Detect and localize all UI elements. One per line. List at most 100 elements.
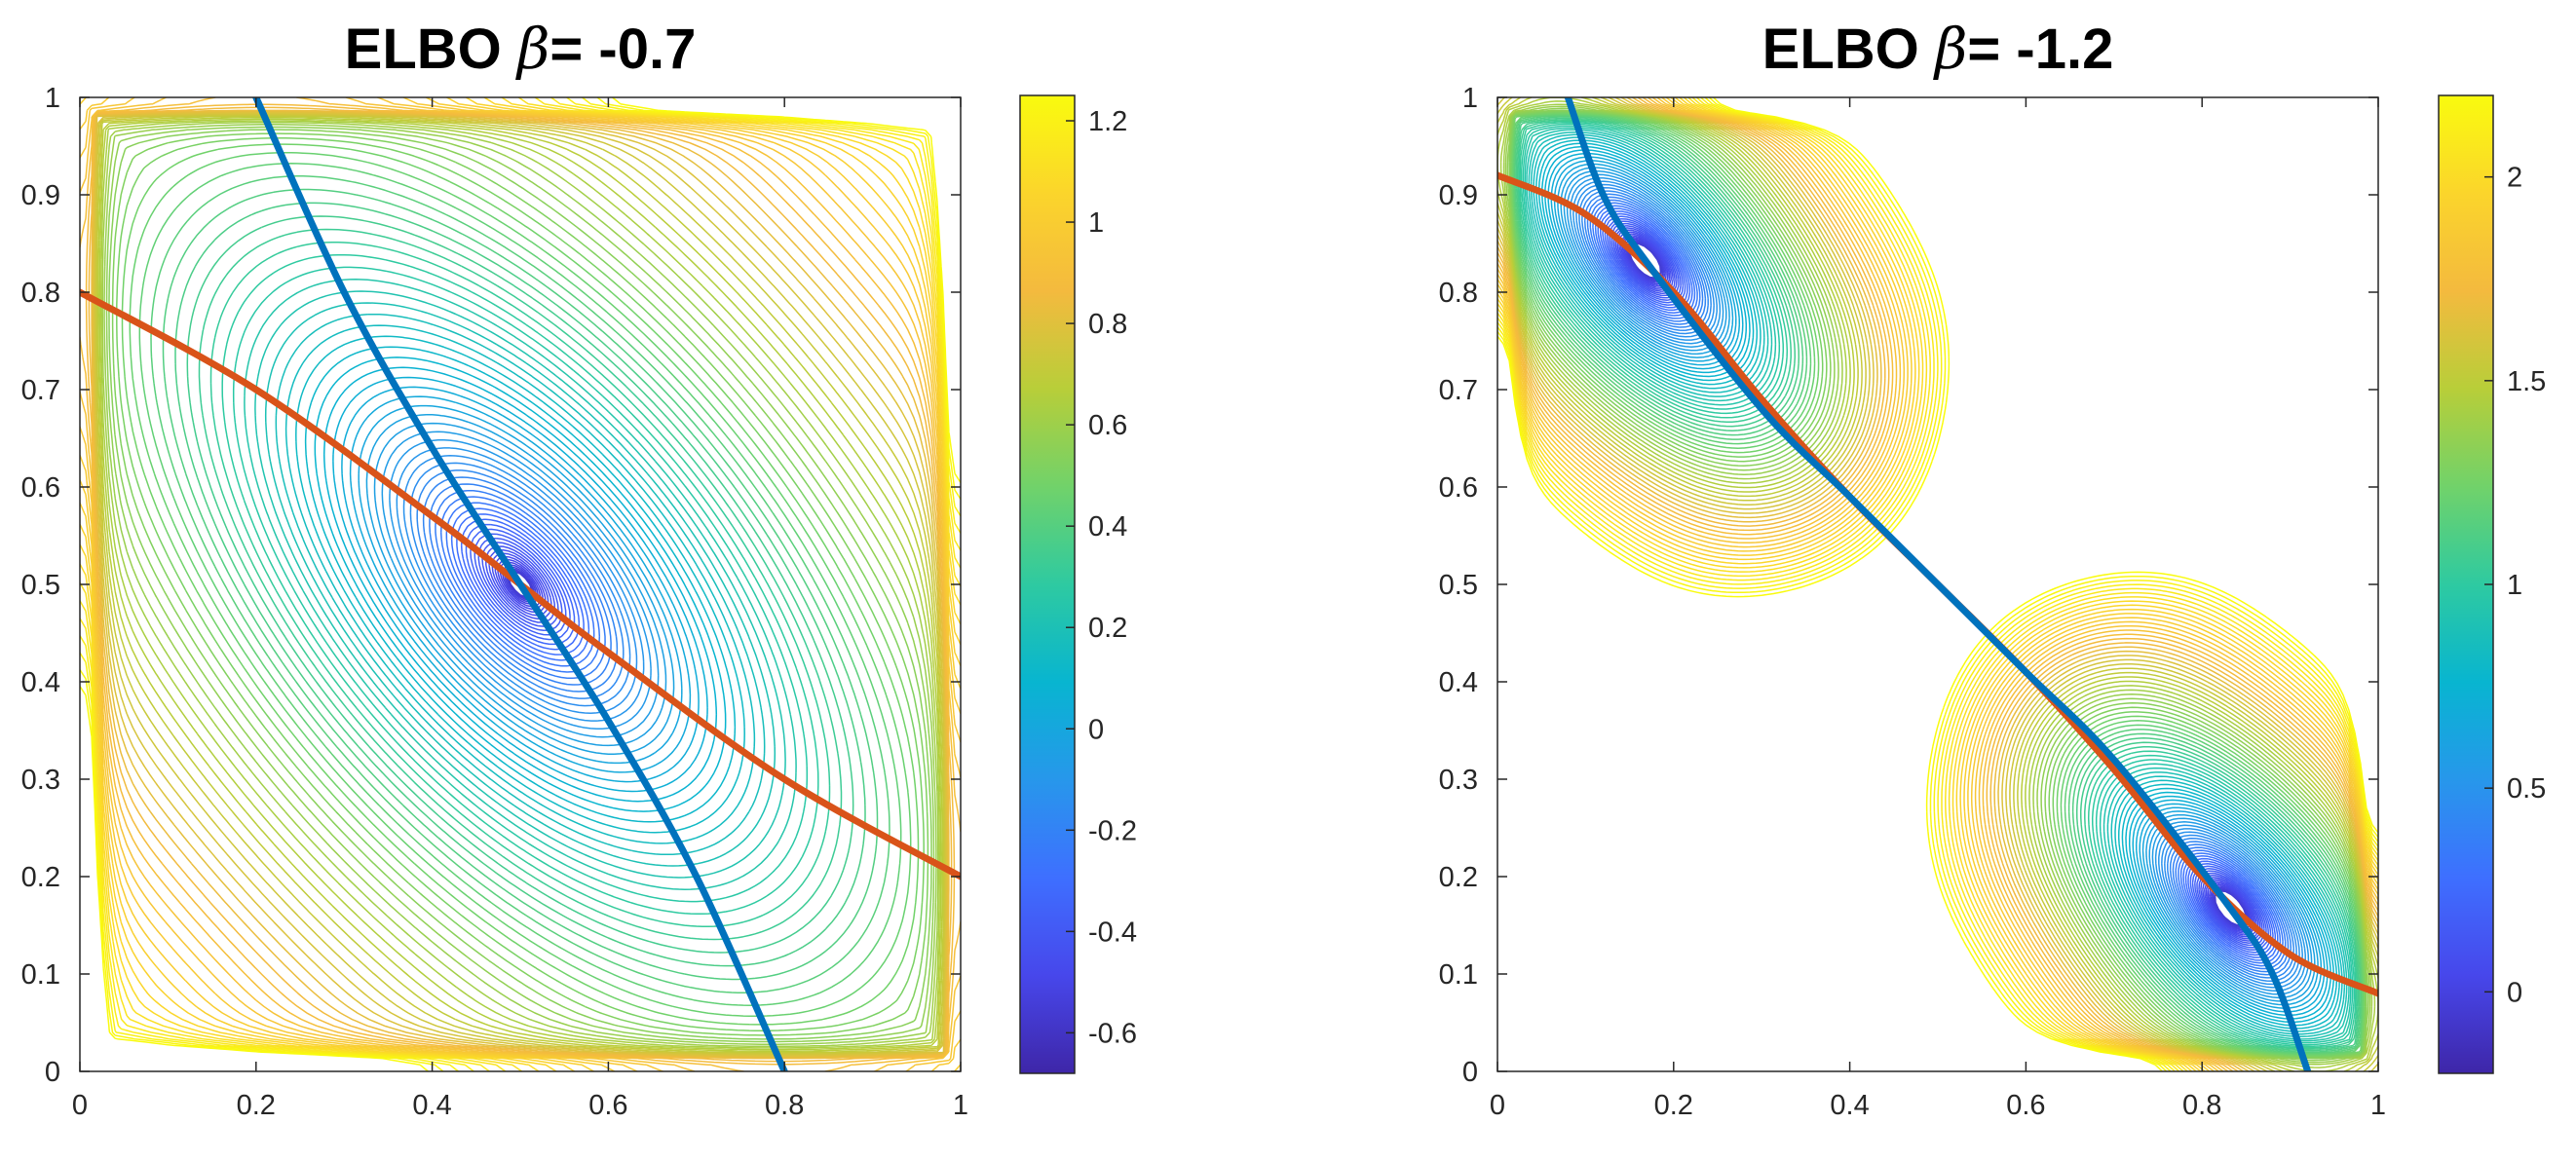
contour-line-2-50 — [1516, 119, 2360, 1050]
contour-line-1-31 — [373, 422, 667, 747]
x-tick-label-2-1: 0 — [1490, 1090, 1505, 1121]
contour-line-1-21 — [439, 496, 601, 673]
y-tick-label-2-5: 0.4 — [1439, 667, 1478, 698]
contour-line-2-37 — [1544, 149, 2331, 1020]
chart-title-1: ELBO β= -0.7 — [345, 16, 697, 82]
contour-line-2-46 — [1522, 125, 2354, 1044]
contour-line-2-53 — [1513, 115, 2363, 1054]
contour-line-1-25 — [416, 469, 625, 699]
colorbar-tick-label-1-9: 1 — [1088, 207, 1104, 239]
chart-title-prefix-2: ELBO — [1762, 18, 1935, 81]
x-tick-label-2-2: 0.2 — [1654, 1090, 1693, 1121]
contour-line-2-82 — [1497, 97, 2378, 1071]
contour-line-2-45 — [1524, 127, 2352, 1042]
contour-line-1-39 — [304, 346, 737, 823]
contour-line-1-22 — [435, 489, 606, 680]
y-tick-label-1-6: 0.5 — [21, 570, 60, 601]
contour-line-1-19 — [450, 507, 590, 661]
contour-line-2-75 — [1497, 97, 2378, 1071]
contour-line-1-65 — [96, 116, 944, 1053]
colorbar-2 — [2438, 94, 2494, 1074]
y-tick-label-1-8: 0.7 — [21, 375, 60, 406]
contour-line-2-80 — [1497, 97, 2378, 1071]
contour-line-2-29 — [1570, 176, 2306, 992]
contour-line-2-39 — [1537, 142, 2338, 1027]
y-tick-label-2-8: 0.7 — [1439, 375, 1478, 406]
contour-line-1-68 — [94, 113, 947, 1056]
chart-1: 0 0.2 0.4 0.6 0.8 1 0 0.1 0.2 0.3 0.4 0.5 0.6 0.7 0.8 0… — [21, 16, 1137, 1121]
colorbar-1 — [1019, 94, 1076, 1074]
contour-line-2-76 — [1497, 97, 2378, 1071]
contour-line-2-42 — [1530, 133, 2346, 1035]
x-tick-label-1-6: 1 — [953, 1090, 968, 1121]
contour-line-1-60 — [105, 126, 935, 1043]
contour-line-2-52 — [1514, 116, 2362, 1053]
contour-line-2-64 — [1497, 97, 2378, 1071]
contour-line-1-28 — [396, 447, 645, 722]
x-tick-label-2-4: 0.6 — [2006, 1090, 2045, 1121]
y-tick-label-1-1: 0 — [45, 1057, 60, 1088]
contour-line-2-87 — [1497, 97, 2378, 1071]
contour-line-1-46 — [232, 266, 809, 903]
contour-line-1-62 — [101, 121, 939, 1048]
contour-line-1-42 — [275, 313, 766, 856]
contour-line-2-70 — [1497, 97, 2378, 1071]
contour-line-2-56 — [1510, 112, 2366, 1057]
colorbar-tick-label-1-4: 0 — [1088, 714, 1104, 745]
contour-line-1-55 — [129, 151, 912, 1018]
series-nullcline-2-1 — [252, 97, 788, 1071]
chart-title-suffix-2: = -1.2 — [1967, 18, 2113, 81]
contour-line-2-30 — [1566, 173, 2310, 995]
contour-line-2-43 — [1528, 131, 2348, 1038]
contour-line-1-63 — [99, 120, 941, 1049]
contour-line-1-7 — [497, 558, 544, 611]
contour-line-2-85 — [1497, 97, 2378, 1071]
contour-line-2-71 — [1497, 97, 2378, 1071]
x-tick-label-1-4: 0.6 — [588, 1090, 627, 1121]
y-tick-label-1-2: 0.1 — [21, 959, 60, 991]
contour-line-1-12 — [481, 542, 559, 627]
chart-title-2: ELBO β= -1.2 — [1762, 16, 2114, 82]
x-tick-label-1-2: 0.2 — [237, 1090, 276, 1121]
colorbar-tick-label-1-10: 1.2 — [1088, 106, 1127, 137]
contour-line-1-17 — [460, 518, 581, 651]
y-tick-label-2-7: 0.6 — [1439, 472, 1478, 504]
contour-line-2-34 — [1553, 160, 2323, 1009]
y-tick-label-1-4: 0.3 — [21, 765, 60, 796]
y-tick-label-1-9: 0.8 — [21, 278, 60, 309]
contour-line-1-69 — [94, 112, 947, 1057]
y-tick-label-1-11: 1 — [45, 83, 60, 114]
contour-line-1-52 — [162, 188, 879, 981]
contour-line-2-61 — [1504, 105, 2371, 1064]
contour-line-1-57 — [116, 137, 925, 1031]
contour-line-1-58 — [111, 132, 929, 1036]
contour-line-1-45 — [244, 279, 797, 890]
contour-line-1-67 — [95, 114, 946, 1055]
contour-line-2-84 — [1497, 97, 2378, 1071]
contour-set-2 — [1497, 97, 2378, 1071]
contour-line-2-67 — [1497, 97, 2378, 1071]
contour-line-2-62 — [1502, 103, 2373, 1066]
contour-line-1-24 — [422, 476, 619, 693]
contour-line-1-49 — [198, 228, 843, 941]
contour-line-1-9 — [491, 552, 549, 617]
y-tick-label-2-10: 0.9 — [1439, 180, 1478, 211]
y-tick-label-2-6: 0.5 — [1439, 570, 1478, 601]
contour-line-1-11 — [485, 545, 555, 623]
contour-line-1-43 — [264, 302, 777, 867]
x-tick-label-1-1: 0 — [72, 1090, 88, 1121]
contour-line-2-32 — [1560, 167, 2316, 1002]
contour-line-1-76 — [80, 97, 961, 1071]
contour-line-1-64 — [98, 118, 942, 1051]
contour-line-2-51 — [1515, 117, 2361, 1052]
contour-line-1-86 — [80, 97, 961, 1071]
contour-line-2-11 — [1614, 227, 2261, 942]
contour-line-2-36 — [1547, 152, 2329, 1017]
contour-line-1-27 — [402, 455, 638, 714]
contour-line-2-65 — [1497, 97, 2378, 1071]
y-tick-label-2-4: 0.3 — [1439, 765, 1478, 796]
contour-line-1-48 — [209, 241, 831, 928]
contour-line-1-20 — [445, 502, 595, 667]
contour-line-1-18 — [456, 513, 585, 655]
